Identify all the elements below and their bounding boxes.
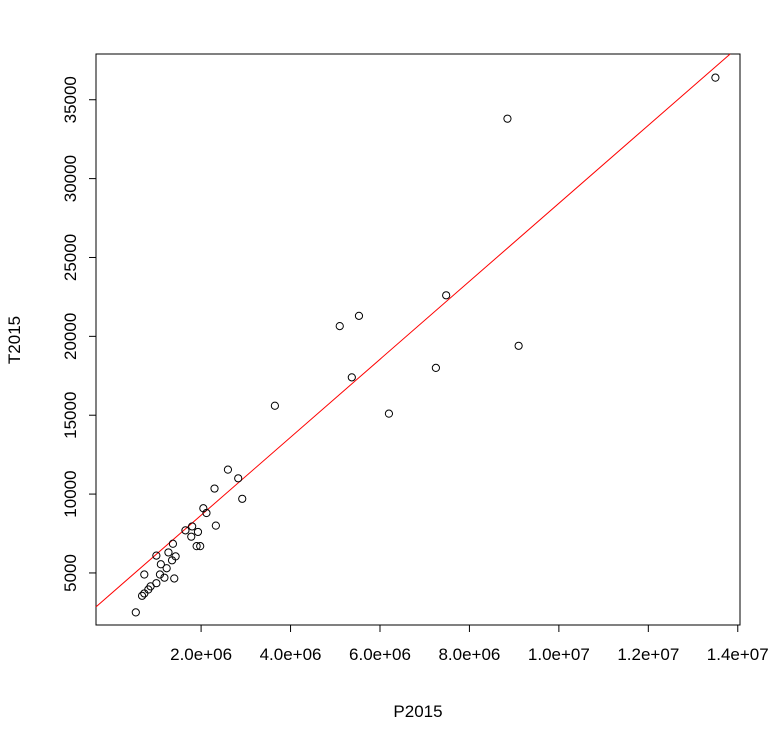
- x-tick-label: 1.2e+07: [617, 645, 679, 664]
- data-point: [335, 321, 344, 331]
- y-tick-label: 25000: [61, 234, 80, 281]
- data-point: [503, 114, 512, 123]
- y-tick-label: 15000: [61, 392, 80, 439]
- data-point: [211, 521, 220, 530]
- data-point: [202, 508, 211, 518]
- data-point: [238, 494, 247, 503]
- data-point: [170, 574, 179, 583]
- data-point: [210, 484, 219, 493]
- regression-layer: [95, 53, 731, 608]
- data-point: [164, 548, 173, 557]
- data-point: [193, 527, 203, 537]
- x-axis-title: P2015: [393, 702, 442, 721]
- data-point: [234, 474, 243, 483]
- data-point: [431, 363, 440, 372]
- data-point: [187, 532, 196, 541]
- data-point: [160, 573, 169, 582]
- data-point: [156, 560, 165, 569]
- y-tick-label: 20000: [61, 313, 80, 360]
- y-axis-title: T2015: [5, 316, 24, 364]
- data-point: [384, 409, 394, 418]
- data-point: [354, 311, 364, 320]
- x-tick-label: 2.0e+06: [170, 645, 232, 664]
- x-tick-label: 6.0e+06: [349, 645, 411, 664]
- plot-box: [95, 53, 741, 626]
- x-tick-label: 1.0e+07: [528, 645, 590, 664]
- data-point: [137, 591, 147, 600]
- data-point: [347, 373, 356, 382]
- y-tick-label: 10000: [61, 470, 80, 517]
- data-point: [711, 73, 720, 82]
- x-tick-label: 8.0e+06: [438, 645, 500, 664]
- data-point: [514, 341, 523, 350]
- data-point: [167, 556, 177, 565]
- regression-line: [95, 53, 731, 608]
- data-point: [140, 589, 149, 598]
- data-point: [181, 526, 190, 535]
- points-layer: [131, 73, 720, 617]
- data-point: [223, 465, 233, 474]
- data-point: [140, 570, 149, 579]
- y-tick-label: 35000: [61, 76, 80, 123]
- data-point: [192, 542, 201, 551]
- y-tick-label: 5000: [61, 554, 80, 592]
- x-axis: 2.0e+06 4.0e+06 6.0e+06 8.0e+06 1.0e+07 1.2e+…: [170, 625, 769, 664]
- data-point: [442, 291, 451, 300]
- data-point: [168, 539, 178, 548]
- y-axis: 5000 10000 15000 20000 25000 30000 35000: [61, 76, 96, 592]
- data-point: [188, 522, 197, 531]
- data-point: [162, 564, 171, 573]
- data-point: [270, 401, 279, 410]
- x-tick-label: 1.4e+07: [707, 645, 769, 664]
- data-point: [196, 542, 205, 551]
- data-point: [131, 608, 140, 617]
- y-tick-label: 30000: [61, 155, 80, 202]
- x-tick-label: 4.0e+06: [260, 645, 322, 664]
- data-point: [152, 551, 161, 560]
